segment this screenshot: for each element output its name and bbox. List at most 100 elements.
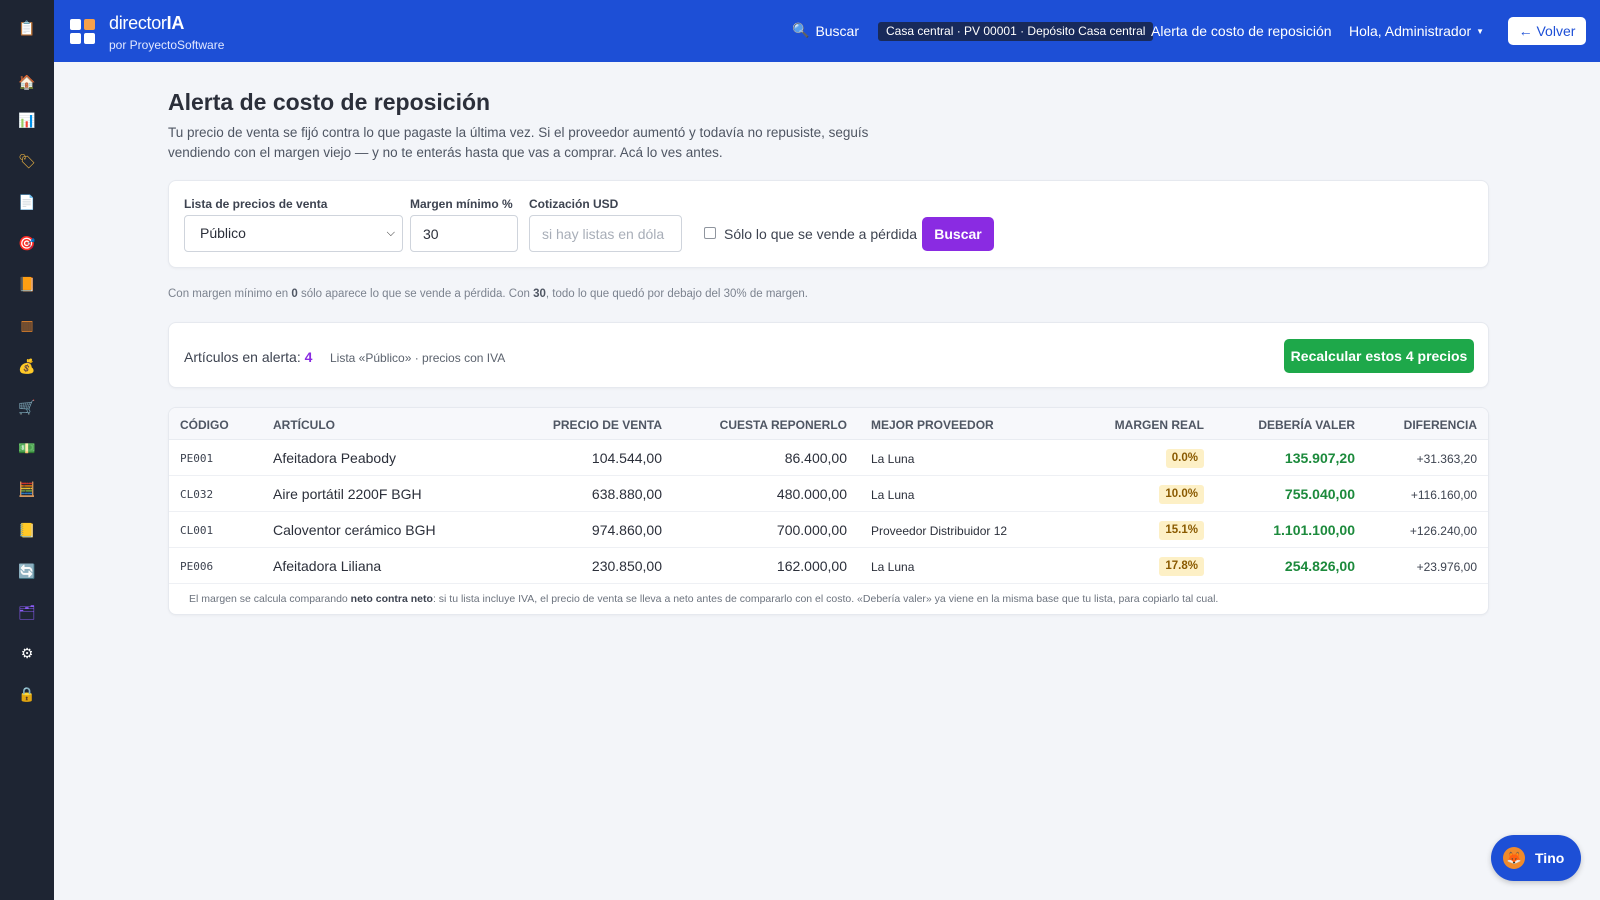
row-difference: +116.160,00: [1410, 488, 1477, 502]
brand-subtitle: por ProyectoSoftware: [109, 38, 225, 52]
margin-badge: 10.0%: [1159, 485, 1204, 504]
alerts-table: CÓDIGO ARTÍCULO PRECIO DE VENTA CUESTA R…: [168, 407, 1489, 615]
col-difference[interactable]: DIFERENCIA: [1403, 418, 1477, 432]
row-sale-price: 104.544,00: [591, 450, 662, 466]
back-button[interactable]: ← Volver: [1508, 17, 1586, 45]
table-row[interactable]: PE001 Afeitadora Peabody 104.544,00 86.400,…: [169, 440, 1488, 476]
table-header: CÓDIGO ARTÍCULO PRECIO DE VENTA CUESTA R…: [169, 408, 1488, 440]
margin-badge: 0.0%: [1165, 449, 1204, 468]
row-article[interactable]: Caloventor cerámico BGH: [273, 522, 436, 538]
row-should-be: 254.826,00: [1284, 558, 1355, 574]
min-margin-input[interactable]: [410, 215, 518, 252]
row-replace-cost: 86.400,00: [784, 450, 847, 466]
col-real-margin[interactable]: MARGEN REAL: [1114, 418, 1204, 432]
document-icon[interactable]: 📄: [18, 193, 36, 210]
row-replace-cost: 162.000,00: [776, 558, 847, 574]
caret-down-icon: ▼: [1476, 27, 1485, 36]
min-margin-label: Margen mínimo %: [410, 197, 513, 211]
row-supplier: La Luna: [871, 488, 915, 502]
sidebar: 📋 🏠 📊 🏷 📄 🎯 📙 ▥ 💰 🛒 💵 🧮 📒 🔄 🗂 ⚙ 🔒: [0, 0, 54, 900]
usd-rate-input[interactable]: [529, 215, 682, 252]
calculator-icon[interactable]: 🧮: [18, 480, 36, 497]
row-sale-price: 974.860,00: [591, 522, 662, 538]
nav-alert-link[interactable]: Alerta de costo de reposición: [1151, 23, 1332, 39]
usd-rate-label: Cotización USD: [529, 197, 619, 211]
alert-summary-card: Artículos en alerta: 4 Lista «Público» ·…: [168, 322, 1489, 388]
book-icon[interactable]: 📙: [18, 275, 36, 292]
col-sale-price[interactable]: PRECIO DE VENTA: [552, 418, 662, 432]
tag-icon[interactable]: 🏷: [18, 152, 36, 169]
search-button[interactable]: Buscar: [922, 217, 994, 251]
cash-icon[interactable]: 💵: [18, 439, 36, 456]
row-article[interactable]: Aire portátil 2200F BGH: [273, 486, 422, 502]
brand-name[interactable]: directorIA: [109, 13, 185, 33]
table-row[interactable]: CL032 Aire portátil 2200F BGH 638.880,00 48…: [169, 476, 1488, 512]
margin-badge: 15.1%: [1159, 521, 1204, 540]
row-supplier: La Luna: [871, 560, 915, 574]
row-difference: +23.976,00: [1416, 560, 1477, 574]
user-menu[interactable]: Hola, Administrador ▼: [1349, 23, 1484, 39]
only-loss-label[interactable]: Sólo lo que se vende a pérdida: [724, 226, 918, 242]
col-replace-cost[interactable]: CUESTA REPONERLO: [719, 418, 847, 432]
target-icon[interactable]: 🎯: [18, 234, 36, 251]
filters-card: Lista de precios de venta Público ⌵ Marg…: [168, 180, 1489, 268]
row-code: PE006: [180, 560, 214, 573]
row-should-be: 135.907,20: [1284, 450, 1355, 466]
price-list-select[interactable]: Público ⌵: [184, 215, 403, 252]
row-replace-cost: 700.000,00: [776, 522, 847, 538]
location-badge[interactable]: Casa central · PV 00001 · Depósito Casa …: [878, 22, 1154, 41]
gear-icon[interactable]: ⚙: [20, 644, 34, 661]
app-logo-icon[interactable]: [70, 19, 96, 45]
col-should-be[interactable]: DEBERÍA VALER: [1258, 418, 1355, 432]
row-difference: +126.240,00: [1409, 524, 1477, 538]
row-code: CL001: [180, 524, 214, 537]
assistant-button[interactable]: 🦊 Tino: [1491, 835, 1581, 881]
list-info: Lista «Público» · precios con IVA: [330, 351, 506, 365]
col-best-supplier[interactable]: MEJOR PROVEEDOR: [871, 418, 994, 432]
fox-icon: 🦊: [1503, 847, 1525, 869]
row-difference: +31.363,20: [1416, 452, 1477, 466]
home-icon[interactable]: 🏠: [18, 73, 36, 90]
cart-icon[interactable]: 🛒: [18, 398, 36, 415]
folder-chart-icon[interactable]: 🗂: [18, 603, 36, 620]
row-should-be: 755.040,00: [1284, 486, 1355, 502]
margin-hint: Con margen mínimo en 0 sólo aparece lo q…: [168, 288, 809, 300]
row-article[interactable]: Afeitadora Peabody: [273, 450, 396, 466]
top-search-label: Buscar: [815, 22, 860, 39]
price-list-value: Público: [200, 225, 246, 241]
sync-icon[interactable]: 🔄: [18, 562, 36, 579]
col-code[interactable]: CÓDIGO: [180, 418, 229, 432]
row-article[interactable]: Afeitadora Liliana: [273, 558, 382, 574]
price-list-label: Lista de precios de venta: [184, 197, 328, 211]
row-supplier: Proveedor Distribuidor 12: [871, 524, 1008, 538]
row-code: PE001: [180, 452, 214, 465]
top-search-button[interactable]: 🔍 Buscar: [792, 22, 859, 39]
alert-count-text: Artículos en alerta: 4: [184, 349, 313, 365]
margin-badge: 17.8%: [1159, 557, 1204, 576]
note-icon[interactable]: 📒: [18, 521, 36, 538]
user-greeting: Hola, Administrador: [1349, 23, 1472, 39]
assistant-label: Tino: [1535, 850, 1565, 866]
barcode-icon[interactable]: ▥: [20, 316, 34, 333]
chevron-down-icon: ⌵: [386, 227, 395, 239]
clipboard-icon[interactable]: 📋: [18, 19, 36, 36]
row-code: CL032: [180, 488, 214, 501]
col-article[interactable]: ARTÍCULO: [273, 418, 335, 432]
row-replace-cost: 480.000,00: [776, 486, 847, 502]
page-description: Tu precio de venta se fijó contra lo que…: [168, 125, 869, 160]
money-bag-icon[interactable]: 💰: [18, 357, 36, 374]
bar-chart-icon[interactable]: 📊: [18, 111, 36, 128]
row-sale-price: 638.880,00: [591, 486, 662, 502]
topbar: directorIA por ProyectoSoftware 🔍 Buscar…: [54, 0, 1600, 62]
only-loss-checkbox[interactable]: [704, 227, 716, 239]
recalculate-button[interactable]: Recalcular estos 4 precios: [1284, 339, 1474, 373]
page-title: Alerta de costo de reposición: [168, 89, 491, 115]
row-supplier: La Luna: [871, 452, 915, 466]
table-row[interactable]: PE006 Afeitadora Liliana 230.850,00 162.000…: [169, 548, 1488, 584]
search-icon: 🔍: [792, 22, 810, 38]
lock-icon[interactable]: 🔒: [18, 685, 36, 702]
alert-count: 4: [304, 349, 313, 365]
table-row[interactable]: CL001 Caloventor cerámico BGH 974.860,00 70…: [169, 512, 1488, 548]
table-footnote: El margen se calcula comparando neto con…: [189, 593, 1219, 605]
row-sale-price: 230.850,00: [591, 558, 662, 574]
